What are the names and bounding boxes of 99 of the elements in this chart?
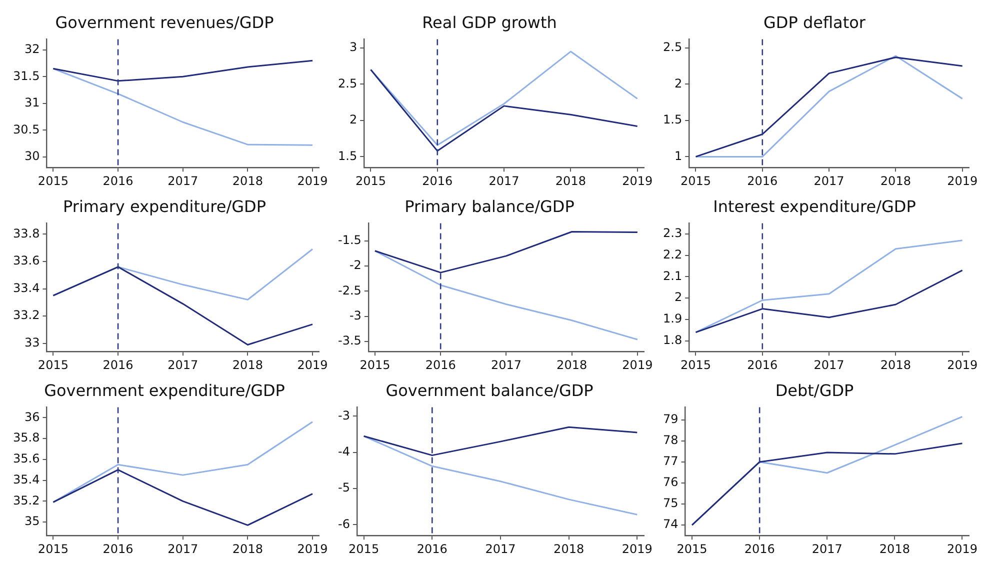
x-tick-label: 2017 [168,542,198,556]
x-tick-label: 2018 [555,174,586,188]
x-tick-label: 2016 [102,358,134,372]
y-tick-label: 33 [24,336,40,350]
x-tick-label: 2015 [680,174,712,188]
x-tick-label: 2017 [814,358,844,372]
x-tick-label: 2019 [622,358,653,372]
y-tick-label: 79 [662,412,678,426]
chart-title: Debt/GDP [775,380,854,400]
y-tick-label: -6 [338,516,350,531]
y-tick-label: 1.5 [338,148,358,163]
y-tick-label: 31.5 [13,68,40,83]
y-tick-label: 2.2 [662,247,682,262]
x-tick-label: 2016 [747,358,778,372]
y-tick-label: -2.5 [338,283,362,298]
y-tick-label: 35.2 [13,493,40,508]
y-tick-label: 75 [662,496,678,510]
x-tick-label: 2018 [232,174,263,188]
x-tick-label: 2017 [812,542,842,556]
x-tick-label: 2019 [947,358,978,372]
y-tick-label: -3 [349,308,362,322]
x-tick-label: 2015 [38,174,68,188]
chart-title: Interest expenditure/GDP [713,196,916,216]
y-tick-label: 2.3 [662,226,682,240]
x-tick-label: 2016 [425,358,456,372]
x-tick-label: 2016 [744,542,775,556]
y-tick-label: 2 [349,112,358,127]
x-tick-label: 2015 [38,358,68,372]
y-tick-label: 36 [24,410,40,424]
x-tick-label: 2018 [232,542,263,556]
x-tick-label: 2018 [880,358,911,372]
y-tick-label: 33.6 [13,254,40,268]
y-tick-label: -2 [349,258,362,272]
chart-title: Real GDP growth [422,12,557,32]
y-tick-label: -4 [338,444,350,459]
x-tick-label: 2019 [297,174,328,188]
y-tick-label: 1 [674,148,682,163]
x-tick-label: 2016 [747,174,778,188]
x-tick-label: 2015 [355,174,386,188]
y-tick-label: 30 [24,149,40,164]
x-tick-label: 2017 [814,174,844,188]
y-tick-label: -5 [338,480,350,495]
x-tick-label: 2016 [416,542,448,556]
y-tick-label: 2 [674,76,682,90]
y-tick-label: 1.5 [662,112,682,127]
y-tick-label: 2 [674,290,682,304]
y-tick-label: 2.5 [338,76,358,90]
x-tick-label: 2019 [622,174,653,188]
x-tick-label: 2017 [488,174,520,188]
x-tick-label: 2018 [556,358,588,372]
y-tick-label: 1.8 [662,333,682,348]
y-tick-label: 32 [24,42,40,56]
x-tick-label: 2015 [680,358,712,372]
x-tick-label: 2018 [879,542,910,556]
y-tick-label: 78 [662,433,678,448]
x-tick-label: 2019 [297,542,328,556]
x-tick-label: 2018 [880,174,911,188]
x-tick-label: 2017 [485,542,516,556]
y-tick-label: 3 [349,40,358,54]
x-tick-label: 2015 [38,542,68,556]
x-tick-label: 2015 [348,542,380,556]
y-tick-label: 35.8 [13,430,40,445]
x-tick-label: 2019 [297,358,328,372]
y-tick-label: 2.1 [662,268,682,283]
y-tick-label: 35 [24,514,40,528]
x-tick-label: 2019 [622,542,652,556]
x-tick-label: 2018 [554,542,584,556]
x-tick-label: 2017 [490,358,522,372]
y-tick-label: 2.5 [662,40,682,54]
y-tick-label: -1.5 [338,232,362,247]
y-tick-label: 74 [662,517,678,532]
chart-title: GDP deflator [764,12,866,32]
chart-title: Government balance/GDP [386,380,594,400]
y-tick-label: 1.9 [662,312,682,326]
x-tick-label: 2019 [947,174,978,188]
x-tick-label: 2017 [168,358,198,372]
y-tick-label: 35.6 [13,452,40,466]
x-tick-label: 2018 [232,358,263,372]
y-tick-label: 77 [662,454,678,468]
chart-title: Primary expenditure/GDP [63,196,266,216]
y-tick-label: 30.5 [13,122,40,136]
chart-title: Government revenues/GDP [55,12,274,32]
y-tick-label: 76 [662,475,678,490]
y-tick-label: -3 [338,408,350,422]
y-tick-label: 33.4 [13,280,40,295]
chart-title: Primary balance/GDP [404,196,575,216]
y-tick-label: 33.2 [13,308,40,322]
x-tick-label: 2017 [168,174,198,188]
y-tick-label: -3.5 [338,334,362,348]
chart-title: Government expenditure/GDP [44,380,286,400]
x-tick-label: 2016 [422,174,453,188]
x-tick-label: 2016 [102,542,134,556]
x-tick-label: 2015 [676,542,708,556]
x-tick-label: 2016 [102,174,134,188]
x-tick-label: 2015 [360,358,390,372]
x-tick-label: 2019 [946,542,978,556]
y-tick-label: 31 [24,96,40,110]
y-tick-label: 35.4 [13,472,40,486]
y-tick-label: 33.8 [13,226,40,240]
